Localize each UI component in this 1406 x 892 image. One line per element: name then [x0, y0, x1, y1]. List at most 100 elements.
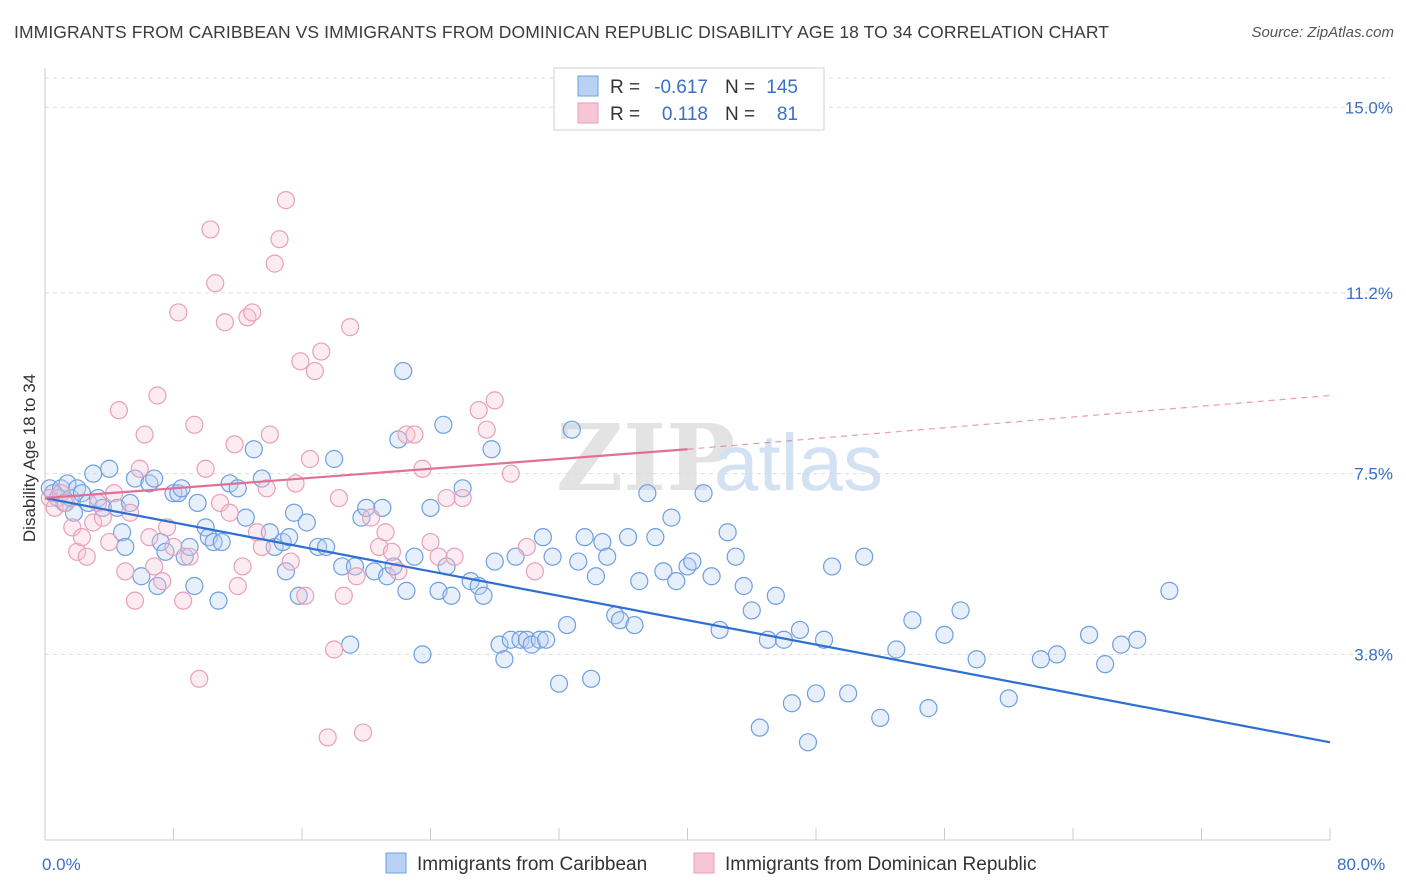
caribbean-point-123: [790, 620, 810, 640]
legend-n-value-1: 145: [766, 77, 798, 98]
caribbean-point-11: [84, 464, 103, 483]
caribbean-point-49: [289, 586, 308, 605]
dominican-trend-line: [44, 448, 688, 500]
legend-r-value-2: 0.118: [662, 104, 708, 125]
caribbean-point-117: [742, 601, 761, 620]
dominican-point-79: [517, 537, 536, 557]
caribbean-point-32: [188, 493, 207, 513]
series-caribbean-points: [40, 361, 1179, 752]
caribbean-point-66: [405, 547, 424, 566]
dominican-point-59: [341, 318, 360, 337]
caribbean-point-105: [646, 528, 665, 547]
caribbean-point-137: [999, 689, 1018, 708]
dominican-point-13: [109, 401, 128, 420]
dominican-point-75: [469, 401, 488, 420]
dominican-point-18: [135, 425, 154, 444]
caribbean-point-125: [806, 684, 826, 703]
caribbean-point-30: [180, 537, 199, 557]
dominican-point-8: [84, 513, 103, 532]
y-tick-label-3: 15.0%: [1345, 98, 1393, 117]
caribbean-point-86: [530, 630, 549, 649]
dominican-point-78: [501, 464, 520, 483]
dominican-point-80: [525, 562, 545, 581]
caribbean-point-104: [638, 484, 657, 503]
y-tick-label-0: 3.8%: [1354, 645, 1393, 664]
caribbean-point-83: [511, 630, 530, 649]
source-credit: Source: ZipAtlas.com: [1251, 24, 1394, 41]
caribbean-point-37: [212, 532, 231, 552]
caribbean-point-98: [598, 547, 617, 566]
caribbean-point-22: [145, 469, 164, 488]
caribbean-point-55: [341, 635, 360, 654]
dominican-point-17: [130, 459, 149, 478]
caribbean-point-126: [814, 630, 834, 649]
caribbean-point-106: [654, 562, 673, 581]
caribbean-point-140: [1079, 625, 1099, 644]
caribbean-point-118: [750, 718, 769, 737]
caribbean-point-19: [125, 469, 145, 488]
dominican-point-50: [291, 352, 310, 371]
caribbean-trend-line: [44, 496, 1331, 744]
caribbean-point-130: [871, 708, 890, 727]
dominican-point-26: [174, 591, 193, 610]
caribbean-point-76: [474, 586, 493, 605]
caribbean-point-139: [1047, 645, 1067, 664]
y-tick-label-2: 11.2%: [1346, 284, 1393, 303]
dominican-point-76: [477, 420, 496, 439]
caribbean-point-70: [434, 415, 453, 434]
caribbean-point-80: [495, 650, 514, 669]
dominican-point-21: [148, 386, 167, 405]
caribbean-point-91: [557, 615, 577, 635]
caribbean-point-132: [903, 611, 922, 630]
dominican-point-62: [361, 508, 381, 527]
dominican-point-56: [325, 640, 344, 659]
caribbean-point-68: [421, 498, 440, 517]
dominican-point-29: [190, 669, 209, 688]
caribbean-point-47: [280, 528, 299, 547]
caribbean-point-134: [935, 625, 954, 644]
caribbean-point-36: [209, 591, 228, 610]
series-legend: Immigrants from Caribbean Immigrants fro…: [385, 852, 1037, 875]
dominican-point-55: [318, 728, 337, 747]
dominican-point-71: [429, 547, 448, 566]
caribbean-point-113: [710, 620, 729, 640]
caribbean-point-58: [357, 498, 376, 517]
correlation-legend: R = -0.617 N = 145 R = 0.118 N = 81: [553, 67, 825, 131]
caribbean-point-17: [116, 537, 135, 557]
dominican-point-74: [453, 488, 472, 508]
caribbean-point-77: [482, 440, 501, 459]
dominican-point-57: [329, 488, 349, 508]
caribbean-point-116: [734, 576, 753, 596]
caribbean-point-31: [185, 576, 204, 596]
dominican-point-70: [421, 532, 440, 552]
caribbean-point-143: [1128, 630, 1147, 649]
caribbean-point-94: [575, 528, 594, 547]
legend-swatch-dominican: [577, 102, 599, 124]
legend-n-value-2: 81: [777, 104, 798, 125]
caribbean-point-127: [822, 557, 842, 576]
dominican-point-7: [77, 547, 96, 566]
caribbean-point-57: [352, 508, 371, 527]
dominican-point-6: [72, 528, 92, 547]
legend-r-label-2: R =: [610, 104, 640, 125]
dominican-point-19: [140, 528, 159, 547]
axes: [44, 68, 1331, 841]
caribbean-point-88: [537, 630, 556, 649]
caribbean-point-81: [501, 630, 520, 649]
caribbean-point-102: [625, 615, 644, 635]
caribbean-point-97: [593, 532, 612, 552]
caribbean-point-114: [718, 523, 737, 542]
dominican-trend-extension: [687, 394, 1331, 450]
dominican-point-77: [485, 391, 504, 410]
dominican-point-16: [125, 591, 145, 610]
caribbean-point-16: [112, 523, 132, 542]
caribbean-point-90: [549, 674, 569, 693]
caribbean-point-108: [667, 572, 686, 591]
dominican-point-38: [233, 557, 252, 576]
y-tick-labels: 3.8% 7.5% 11.2% 15.0%: [1345, 98, 1393, 664]
dominican-point-32: [206, 274, 225, 293]
dominican-point-28: [185, 415, 204, 434]
caribbean-point-136: [967, 650, 986, 669]
dominican-point-72: [437, 488, 456, 508]
